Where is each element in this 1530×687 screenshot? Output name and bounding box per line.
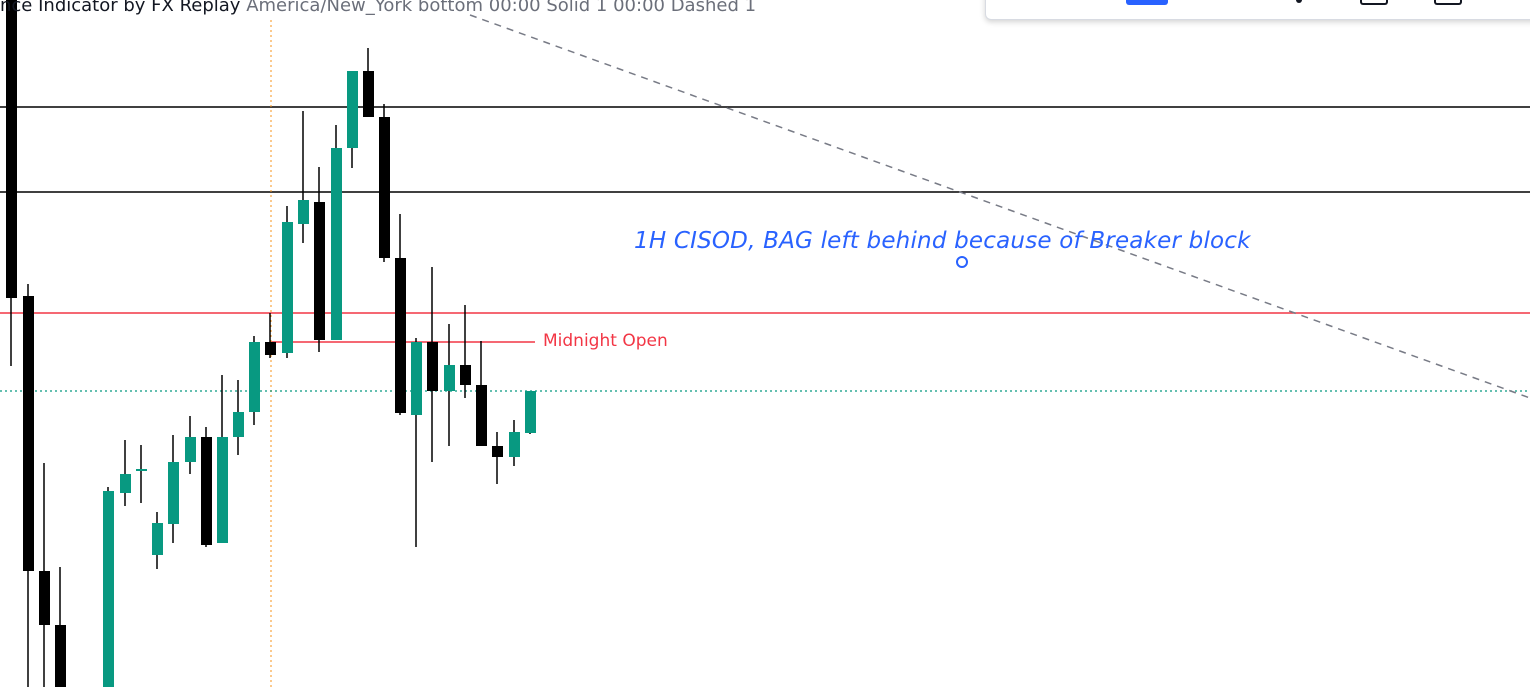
indicator-params: America/New_York bottom 00:00 Solid 1 00… (246, 0, 757, 16)
midnight-open-label: Midnight Open (543, 331, 668, 351)
indicator-name: nce Indicator by FX Replay (0, 0, 241, 16)
candle-bullish (411, 342, 422, 415)
candle-bearish (6, 0, 17, 298)
candle-bullish (282, 222, 293, 353)
candle-bullish (525, 391, 536, 433)
candle-bullish (509, 432, 520, 457)
candle-bearish (427, 342, 438, 391)
candle-bearish (265, 342, 276, 355)
candle-bearish (492, 446, 503, 457)
candle-bearish (39, 571, 50, 625)
candle-bearish (363, 71, 374, 117)
candle-bearish (314, 202, 325, 340)
drawing-toolbar[interactable] (985, 0, 1530, 20)
candle-bullish (298, 200, 309, 224)
candle-bullish (444, 365, 455, 391)
candle-bearish (476, 385, 487, 446)
candle-bearish (23, 296, 34, 571)
candle-bearish (201, 437, 212, 545)
candle-bearish (460, 365, 471, 385)
candle-bullish (249, 342, 260, 412)
candle-bullish (103, 491, 114, 687)
candle-bullish (168, 462, 179, 524)
dashed-trend-line[interactable] (469, 14, 1530, 399)
candle-bearish (379, 117, 390, 258)
candle-bullish (233, 412, 244, 437)
drag-dot-icon[interactable] (1296, 0, 1302, 3)
candle-bullish (185, 437, 196, 462)
square-icon[interactable] (1360, 0, 1388, 5)
square-icon[interactable] (1434, 0, 1462, 5)
color-swatch-icon[interactable] (1126, 0, 1168, 5)
candles-group (6, 0, 536, 687)
candle-bearish (55, 625, 66, 687)
candle-bullish (120, 474, 131, 493)
candle-bearish (395, 258, 406, 413)
text-annotation[interactable]: 1H CISOD, BAG left behind because of Bre… (634, 228, 1251, 254)
candle-bullish (217, 437, 228, 543)
candle-bullish (136, 469, 147, 471)
candle-bullish (152, 523, 163, 555)
candle-bullish (347, 71, 358, 148)
drawing-anchor-handle[interactable] (956, 256, 968, 268)
indicator-title[interactable]: nce Indicator by FX Replay America/New_Y… (0, 0, 756, 16)
candle-bullish (331, 148, 342, 340)
